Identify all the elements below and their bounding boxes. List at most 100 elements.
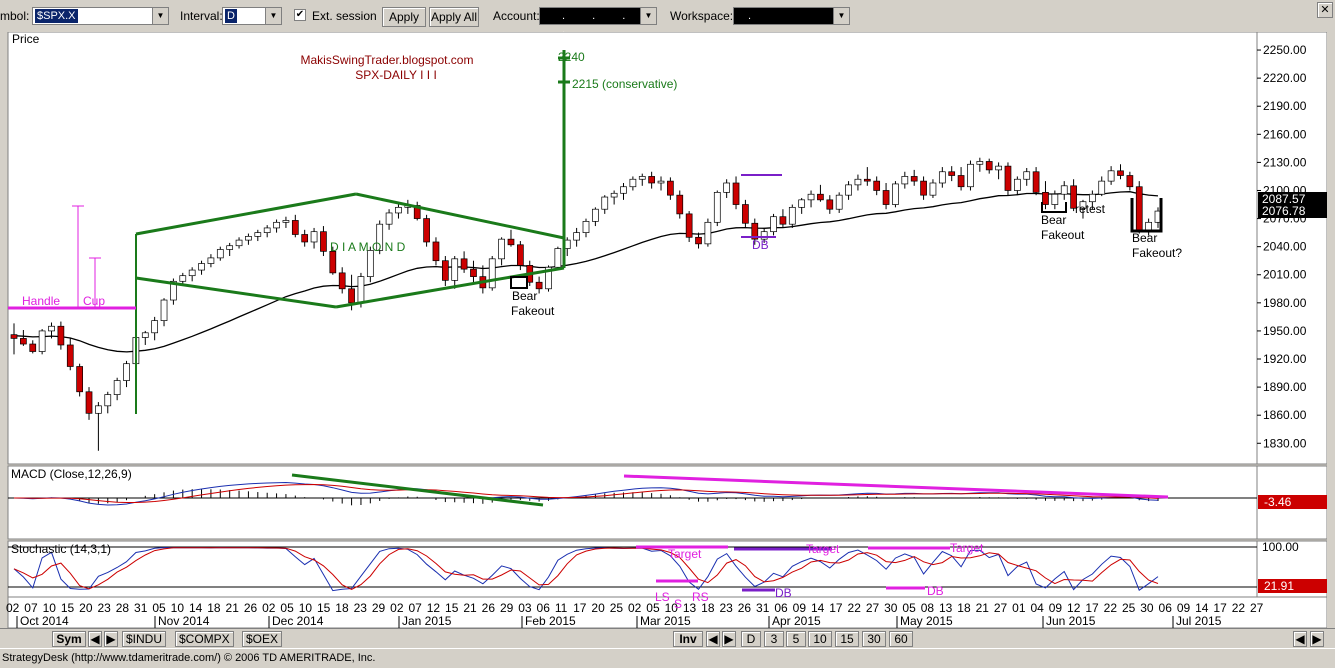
candle [892, 181, 899, 208]
x-day-label: 20 [79, 601, 93, 615]
candle [770, 213, 777, 236]
candle [760, 227, 768, 243]
timeframe-30[interactable]: 30 [862, 631, 886, 647]
bear-fakeout-3-line1: Bear [1132, 231, 1157, 245]
scroll-right-icon[interactable]: ▶ [1310, 631, 1324, 647]
x-day-label: 10 [43, 601, 57, 615]
candle [76, 363, 83, 397]
candle [113, 377, 121, 401]
interval-value: D [225, 9, 237, 23]
x-day-label: 17 [1085, 601, 1099, 615]
db-1-label: DB [752, 238, 769, 252]
timeframe-d[interactable]: D [741, 631, 761, 647]
candle [1107, 166, 1115, 185]
scroll-left-icon[interactable]: ◀ [88, 631, 102, 647]
apply-all-button[interactable]: Apply All [429, 7, 479, 27]
candle [517, 241, 524, 271]
timeframe-10[interactable]: 10 [808, 631, 832, 647]
candle [854, 174, 862, 191]
candle [451, 256, 459, 289]
candle [1117, 164, 1124, 180]
symbol-value: $SPX.X [35, 9, 78, 23]
chevron-down-icon[interactable]: ▼ [265, 8, 281, 24]
x-day-label: 23 [97, 601, 111, 615]
symbol-combobox[interactable]: $SPX.X ▼ [32, 7, 169, 25]
y-tick-label: 2160.00 [1263, 127, 1307, 141]
chevron-down-icon[interactable]: ▼ [833, 8, 849, 24]
ext-session-checkbox[interactable]: ✔ [294, 9, 306, 21]
candle [207, 254, 215, 268]
cup-label: Cup [83, 294, 105, 308]
x-day-label: 27 [1250, 601, 1264, 615]
candle [1060, 181, 1068, 200]
scroll-right-icon[interactable]: ▶ [722, 631, 736, 647]
candle [657, 176, 665, 191]
chart-area[interactable]: 2250.002220.002190.002160.002130.002100.… [0, 32, 1327, 628]
candle [704, 218, 712, 247]
candle [470, 260, 477, 285]
x-day-label: 18 [207, 601, 221, 615]
bear-fakeout-3-box [1130, 198, 1163, 233]
stoch-value: 21.91 [1264, 579, 1294, 593]
candle [620, 182, 627, 200]
inv-button[interactable]: Inv [673, 631, 703, 647]
candle [235, 237, 243, 249]
chevron-down-icon[interactable]: ▼ [152, 8, 168, 24]
bottom-toolbar: Sym ◀ ▶ $INDU $COMPX $OEX Inv ◀ ▶ D 3 5 … [0, 628, 1335, 649]
x-day-label: 02 [390, 601, 404, 615]
candle [141, 330, 149, 345]
stoch-value-box [1258, 579, 1327, 593]
x-day-label: 27 [994, 601, 1008, 615]
macd-value: -3.46 [1264, 495, 1292, 509]
y-tick-label: 2130.00 [1263, 155, 1307, 169]
stoch-ls-label: LS [655, 590, 670, 604]
symbol-label: mbol: [0, 9, 30, 23]
stoch-target-2: Target [806, 542, 840, 556]
interval-combobox[interactable]: D ▼ [222, 7, 282, 25]
apply-button[interactable]: Apply [382, 7, 426, 27]
tab-indu[interactable]: $INDU [122, 631, 167, 647]
bear-fakeout-2-line2: Fakeout [1041, 228, 1085, 242]
candle [376, 220, 384, 255]
tab-compx[interactable]: $COMPX [175, 631, 234, 647]
x-day-label: 26 [482, 601, 496, 615]
workspace-value: . [748, 10, 752, 22]
candle [188, 267, 196, 282]
candle [676, 190, 684, 219]
scroll-left-icon[interactable]: ◀ [706, 631, 720, 647]
diamond-lower-right-line [335, 266, 565, 309]
sym-button[interactable]: Sym [52, 631, 86, 647]
x-day-label: 22 [1232, 601, 1246, 615]
timeframe-15[interactable]: 15 [835, 631, 859, 647]
x-day-label: 14 [811, 601, 825, 615]
candle [395, 204, 402, 219]
candle [48, 322, 55, 339]
candle [535, 276, 543, 294]
candle [263, 225, 271, 238]
x-day-label: 15 [317, 601, 331, 615]
stoch-panel [7, 540, 1258, 598]
diamond-pattern [135, 50, 570, 414]
tab-oex[interactable]: $OEX [242, 631, 283, 647]
x-day-label: 25 [1122, 601, 1136, 615]
x-day-label: 12 [427, 601, 441, 615]
x-day-label: 26 [738, 601, 752, 615]
close-icon[interactable]: ✕ [1317, 2, 1333, 18]
scroll-left-icon[interactable]: ◀ [1293, 631, 1307, 647]
handle-label: Handle [22, 294, 60, 308]
timeframe-3[interactable]: 3 [764, 631, 784, 647]
candle [216, 246, 224, 261]
timeframe-60[interactable]: 60 [889, 631, 913, 647]
x-day-label: 18 [701, 601, 715, 615]
scroll-right-icon[interactable]: ▶ [104, 631, 118, 647]
candle [985, 158, 993, 174]
candle [85, 387, 93, 420]
account-combobox[interactable]: . . . . ▼ [539, 7, 657, 36]
timeframe-5[interactable]: 5 [786, 631, 806, 647]
stoch-target-3: Target [950, 541, 984, 555]
candle [1032, 167, 1040, 196]
last-price-box-top [1258, 192, 1327, 206]
workspace-combobox[interactable]: . ▼ [733, 7, 850, 25]
x-month-label: Jul 2015 [1176, 614, 1222, 628]
chevron-down-icon[interactable]: ▼ [640, 8, 656, 24]
